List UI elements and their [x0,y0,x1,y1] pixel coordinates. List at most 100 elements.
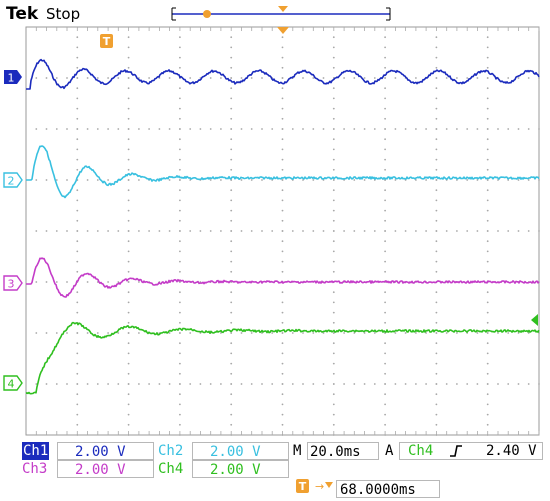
graticule-dot [384,199,386,202]
graticule-dot [45,383,48,385]
ch2-scale[interactable]: 2.00 V [192,442,289,460]
graticule-dot [332,97,335,100]
graticule-dot [179,332,181,334]
ch2-ground-marker[interactable]: 2 [3,172,23,188]
graticule-dot [76,240,79,243]
ch3-label[interactable]: Ch3 [22,461,48,477]
graticule-dot [230,87,233,90]
record-position-bar[interactable] [171,6,391,21]
graticule-dot [281,403,284,406]
graticule-dot [486,250,489,253]
ch4-scale[interactable]: 2.00 V [192,460,289,478]
graticule-dot [76,138,79,141]
graticule-dot [527,230,530,232]
timebase-prefix: M [293,443,302,459]
graticule-dot [35,128,38,130]
graticule-dot [486,362,489,365]
graticule-dot [179,107,181,110]
graticule-dot [517,230,520,232]
graticule-dot [230,209,233,212]
graticule-dot [127,168,130,171]
ch3-scale[interactable]: 2.00 V [57,460,154,478]
graticule-dot [332,372,335,375]
graticule-dot [35,179,38,181]
graticule-dot [199,230,202,232]
graticule-dot [435,138,438,141]
trigger-readout[interactable] [399,442,543,460]
ch4-ground-marker[interactable]: 4 [3,375,23,391]
graticule-dot [179,117,181,120]
ch4-label[interactable]: Ch4 [158,461,184,477]
graticule-dot [96,332,99,334]
graticule-dot [332,332,335,334]
graticule-dot [179,413,181,416]
graticule-dot [179,423,181,426]
graticule-dot [138,230,140,232]
graticule-dot [76,107,79,110]
ch1-scale[interactable]: 2.00 V [57,442,154,460]
ch3-waveform [26,257,540,298]
ch1-label[interactable]: Ch1 [22,442,50,460]
graticule-dot [486,168,489,171]
graticule-dot [332,250,335,253]
graticule-dot [230,352,233,355]
graticule-dot [332,393,335,396]
graticule-dot [230,240,233,243]
graticule-dot [76,66,79,69]
ch2-label[interactable]: Ch2 [158,443,184,459]
graticule-dot [486,383,489,385]
graticule-dot [179,270,181,273]
graticule-dot [76,158,79,161]
ch1-ground-marker[interactable]: 1 [4,70,22,85]
graticule-dot [527,77,530,79]
svg-text:→: → [315,480,324,493]
graticule-dot [353,77,356,79]
graticule-dot [384,148,386,151]
graticule-dot [466,128,469,130]
graticule-dot [117,128,120,130]
graticule-dot [291,332,294,334]
graticule-dot [127,148,130,151]
graticule-dot [527,383,530,385]
timebase-readout[interactable]: 20.0ms [307,442,379,460]
graticule-dot [230,138,233,141]
trigger-level: 2.40 V [486,443,537,459]
ch3-ground-marker[interactable]: 3 [3,275,23,291]
graticule-dot [179,240,181,243]
graticule-dot [486,311,489,314]
graticule-dot [435,301,438,304]
graticule-dot [353,230,356,232]
graticule-dot [363,128,366,130]
trigger-position-readout[interactable]: 68.0000ms [336,480,440,498]
graticule-dot [486,107,489,110]
graticule-dot [343,230,345,232]
graticule-dot [168,230,171,232]
graticule-dot [76,209,79,212]
graticule-dot [435,168,438,171]
graticule-dot [179,321,181,324]
graticule-dot [281,189,284,192]
graticule-dot [76,372,79,375]
graticule-dot [138,179,140,181]
graticule-dot [281,77,284,79]
graticule-dot [76,168,79,171]
graticule-dot [281,362,284,365]
graticule-dot [332,128,335,130]
graticule-dot [476,128,479,130]
graticule-dot [138,332,140,334]
graticule-dot [332,46,335,49]
graticule-dot [230,393,233,396]
graticule-dot [486,189,489,192]
trigger-level-marker[interactable] [531,314,538,326]
graticule-dot [332,291,335,294]
graticule-dot [486,179,489,181]
rising-edge-icon [450,445,462,457]
graticule-dot [148,383,151,385]
graticule-dot [127,46,130,49]
graticule-dot [445,332,448,334]
graticule-dot [497,128,499,130]
graticule-dot [435,352,438,355]
graticule-dot [538,77,540,79]
graticule-dot [486,56,489,59]
graticule-dot [209,230,212,232]
